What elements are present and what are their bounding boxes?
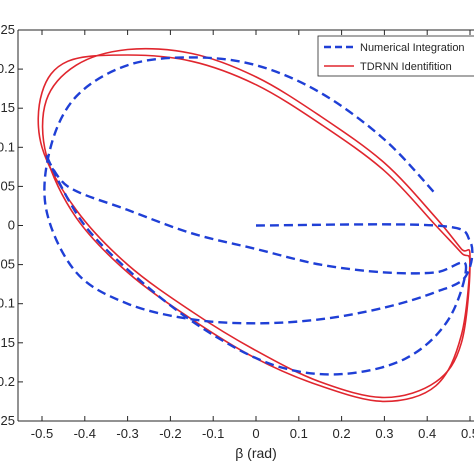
x-tick-label: 0.3	[375, 426, 393, 441]
numerical-integration-line	[43, 56, 474, 325]
y-tick-label: 0.2	[0, 374, 15, 389]
x-tick-label: -0.5	[31, 426, 53, 441]
y-tick-label: .05	[0, 257, 15, 272]
y-tick-label: .25	[0, 22, 15, 37]
x-tick-label: 0.5	[461, 426, 474, 441]
legend: Numerical Integration TDRNN Identifition	[317, 35, 474, 77]
x-tick-label: -0.4	[74, 426, 96, 441]
y-tick-label: .15	[0, 100, 15, 115]
x-tick-label: 0.2	[333, 426, 351, 441]
x-tick-label: 0.4	[418, 426, 436, 441]
x-tick-label: 0.1	[290, 426, 308, 441]
x-tick-label: -0.2	[159, 426, 181, 441]
legend-label: Numerical Integration	[360, 42, 465, 54]
tdrnn-identification-line	[41, 47, 471, 403]
y-tick-label: .15	[0, 335, 15, 350]
legend-label: TDRNN Identifition	[360, 61, 452, 73]
series-layer	[37, 47, 474, 403]
y-tick-label: 0	[8, 218, 15, 233]
y-tick-label: .25	[0, 413, 15, 428]
numerical-integration-line	[44, 153, 468, 376]
y-tick-label: 0.1	[0, 296, 15, 311]
x-tick-label: -0.1	[202, 426, 224, 441]
y-tick-label: .05	[0, 178, 15, 193]
axes: -0.5 -0.4 -0.3 -0.2 -0.1 0 0.1 0.2 0.3 0.4 0.5 .25 0…	[0, 22, 474, 441]
x-tick-label: 0	[252, 426, 259, 441]
x-axis-label: β (rad)	[235, 445, 277, 461]
legend-box	[317, 35, 474, 77]
y-tick-label: 0.2	[0, 61, 15, 76]
x-tick-label: -0.3	[116, 426, 138, 441]
tdrnn-identification-line	[37, 54, 471, 399]
y-tick-label: 0.1	[0, 139, 15, 154]
